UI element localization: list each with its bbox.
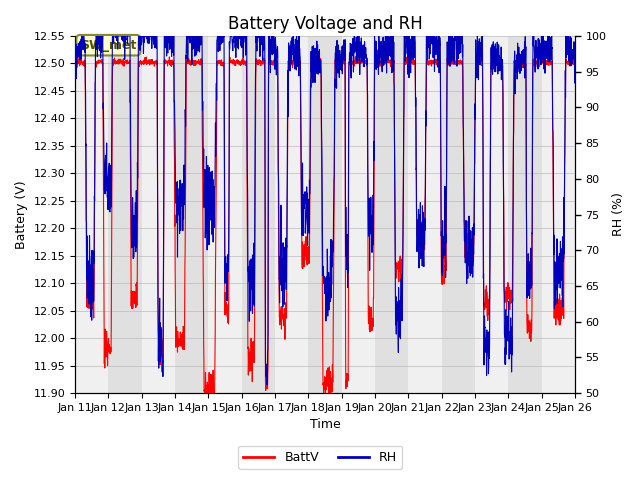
Bar (508, 36, 541, 393)
Bar (142, 36, 175, 393)
Bar (275, 36, 308, 393)
Bar (75, 36, 108, 393)
Legend: BattV, RH: BattV, RH (238, 446, 402, 469)
Y-axis label: Battery (V): Battery (V) (15, 180, 28, 249)
X-axis label: Time: Time (310, 419, 340, 432)
Bar (308, 36, 342, 393)
Bar (375, 36, 408, 393)
Bar (609, 36, 640, 393)
Bar (209, 36, 242, 393)
Text: SW_met: SW_met (80, 39, 136, 52)
Bar (541, 36, 575, 393)
Bar (475, 36, 508, 393)
Title: Battery Voltage and RH: Battery Voltage and RH (228, 15, 422, 33)
Bar (108, 36, 142, 393)
Bar (242, 36, 275, 393)
Bar (342, 36, 375, 393)
Bar (408, 36, 442, 393)
Y-axis label: RH (%): RH (%) (612, 192, 625, 237)
Bar (442, 36, 475, 393)
Bar (575, 36, 609, 393)
Bar (175, 36, 209, 393)
